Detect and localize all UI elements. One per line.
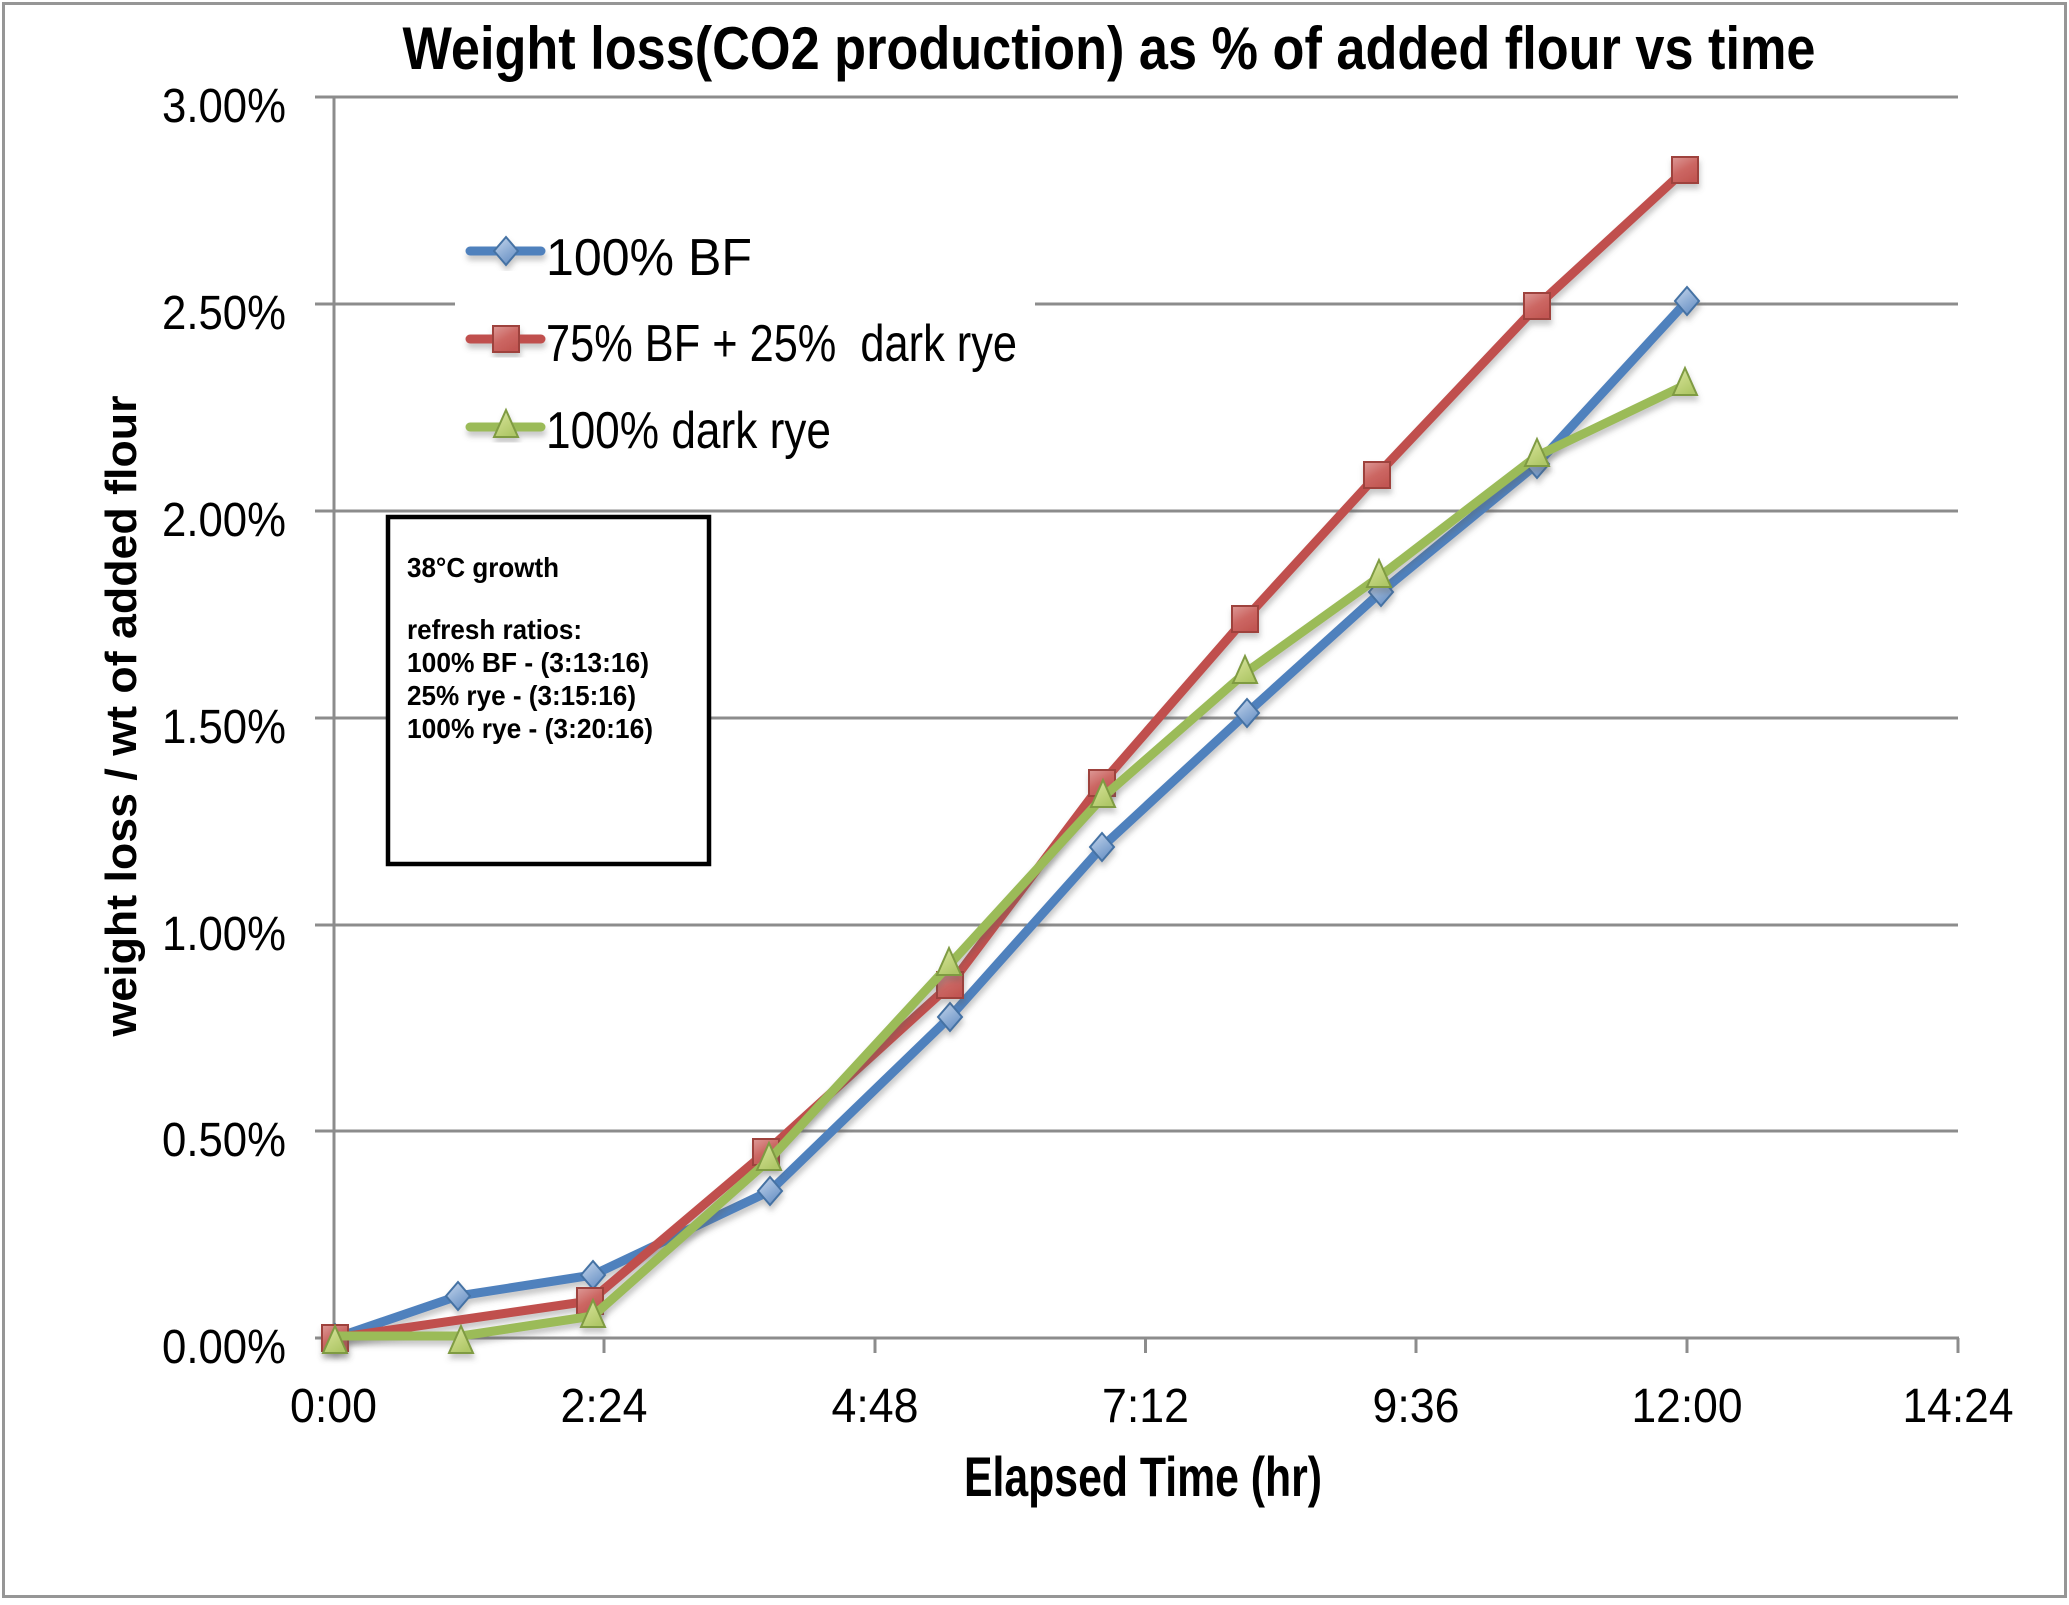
svg-text:100% dark rye: 100% dark rye [546, 402, 831, 460]
svg-text:Elapsed Time (hr): Elapsed Time (hr) [964, 1445, 1322, 1508]
svg-text:2.00%: 2.00% [162, 494, 286, 547]
svg-text:refresh ratios:: refresh ratios: [407, 614, 582, 645]
svg-text:weight loss / wt of added flou: weight loss / wt of added flour [97, 396, 146, 1038]
svg-text:7:12: 7:12 [1102, 1380, 1189, 1433]
svg-text:0.00%: 0.00% [162, 1321, 286, 1374]
svg-text:100% BF: 100% BF [546, 229, 752, 287]
svg-text:9:36: 9:36 [1373, 1380, 1460, 1433]
svg-text:75% BF + 25% dark rye: 75% BF + 25% dark rye [546, 315, 1017, 373]
svg-text:14:24: 14:24 [1903, 1380, 2014, 1433]
svg-text:100% rye - (3:20:16): 100% rye - (3:20:16) [407, 713, 653, 744]
svg-text:25% rye - (3:15:16): 25% rye - (3:15:16) [407, 680, 636, 711]
svg-text:0:00: 0:00 [290, 1380, 377, 1433]
svg-text:2.50%: 2.50% [162, 287, 286, 340]
svg-text:2:24: 2:24 [561, 1380, 648, 1433]
svg-text:4:48: 4:48 [832, 1380, 919, 1433]
svg-text:100% BF - (3:13:16): 100% BF - (3:13:16) [407, 647, 649, 678]
svg-text:0.50%: 0.50% [162, 1114, 286, 1167]
svg-text:Weight loss(CO2 production) as: Weight loss(CO2 production) as % of adde… [403, 15, 1816, 82]
svg-text:38°C growth: 38°C growth [407, 552, 559, 583]
svg-text:12:00: 12:00 [1632, 1380, 1743, 1433]
svg-text:3.00%: 3.00% [162, 80, 286, 133]
svg-text:1.00%: 1.00% [162, 908, 286, 961]
svg-text:1.50%: 1.50% [162, 701, 286, 754]
